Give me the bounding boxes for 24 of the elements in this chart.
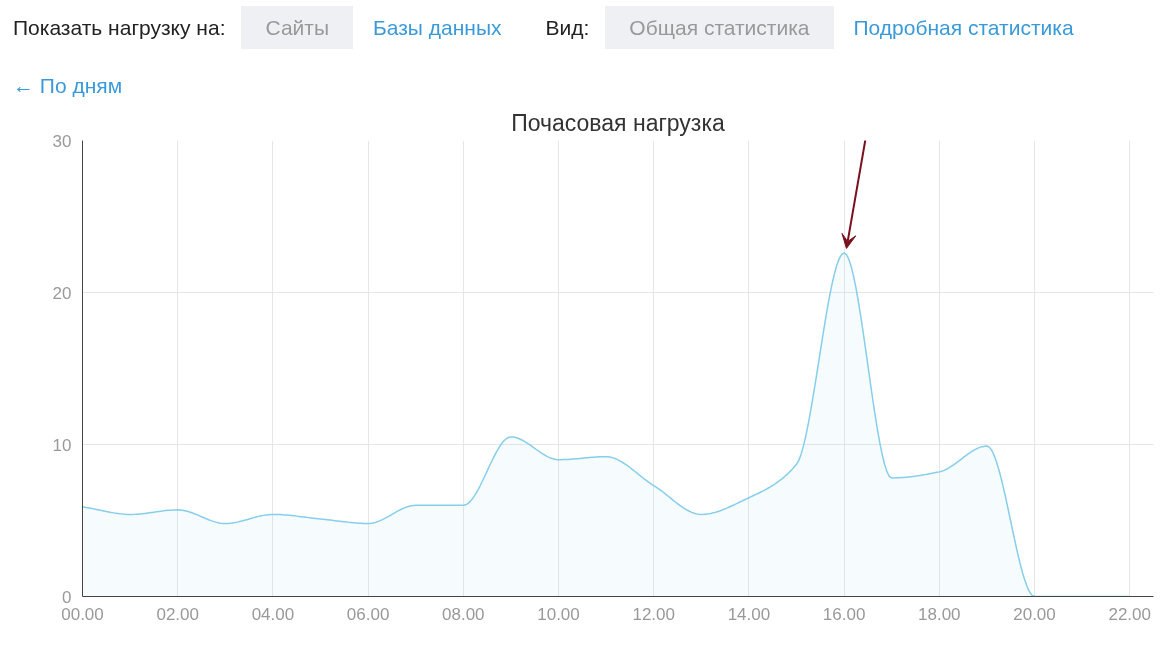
x-tick-label: 02.00 — [156, 604, 199, 624]
y-tick-label: 10 — [52, 435, 72, 455]
x-tick-label: 06.00 — [346, 604, 390, 624]
x-tick-label: 04.00 — [251, 604, 295, 624]
text: Подробная статистика — [853, 16, 1074, 39]
x-tick-label: 12.00 — [632, 604, 675, 624]
x-tick-label: 20.00 — [1013, 604, 1056, 624]
text: Общая статистика — [605, 6, 834, 49]
text: Показать нагрузку на: — [13, 16, 226, 39]
x-tick-label: 14.00 — [727, 604, 771, 624]
text: Вид: — [545, 16, 590, 39]
y-tick-label: 30 — [52, 131, 72, 151]
text: Базы данных — [373, 16, 502, 39]
text: ← По дням — [12, 73, 123, 99]
x-tick-label: 18.00 — [918, 604, 961, 624]
x-tick-label: 00.00 — [61, 604, 104, 624]
x-tick-label: 10.00 — [537, 604, 580, 624]
x-tick-label: 22.00 — [1108, 604, 1151, 624]
x-tick-label: 08.00 — [442, 604, 485, 624]
y-tick-label: 0 — [62, 587, 72, 607]
text: Сайты — [241, 6, 354, 49]
chart-title: Почасовая нагрузка — [511, 109, 725, 136]
y-tick-label: 20 — [52, 283, 72, 303]
x-tick-label: 16.00 — [822, 604, 866, 624]
